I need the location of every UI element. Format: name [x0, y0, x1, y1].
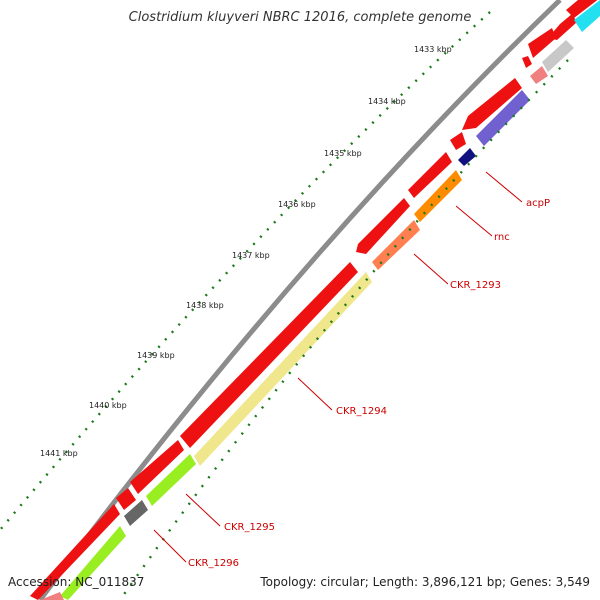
gene-arrow[interactable]	[356, 198, 410, 254]
kbp-label: 1434 kbp	[368, 97, 406, 106]
gene-label-ckr1293[interactable]: CKR_1293	[450, 280, 501, 291]
gene-arrow[interactable]	[528, 28, 556, 58]
cyan-feature[interactable]	[574, 0, 600, 32]
gene-arrow[interactable]	[408, 152, 452, 198]
genome-summary: Topology: circular; Length: 3,896,121 bp…	[259, 575, 590, 589]
salmon-feature[interactable]	[40, 592, 64, 600]
kbp-label: 1437 kbp	[232, 251, 270, 260]
accession-label: Accession: NC_011837	[8, 575, 144, 589]
gene-label-ckr1296[interactable]: CKR_1296	[188, 558, 239, 569]
kbp-label: 1433 kbp	[414, 45, 452, 54]
reverse-strand-features	[40, 0, 600, 600]
genome-backbone	[37, 0, 562, 600]
lime-feature[interactable]	[146, 454, 196, 506]
kbp-label: 1439 kbp	[137, 351, 175, 360]
gene-arrow[interactable]	[180, 262, 358, 448]
gene-arrow[interactable]	[30, 504, 120, 600]
gene-arrow[interactable]	[566, 0, 600, 18]
purple-feature[interactable]	[476, 90, 530, 146]
gene-label-rnc[interactable]: rnc	[494, 232, 510, 243]
gene-arrow[interactable]	[522, 56, 532, 68]
inner-dotted-track	[119, 59, 569, 600]
gene-label-ckr1294[interactable]: CKR_1294	[336, 406, 387, 417]
orange-feature[interactable]	[414, 170, 462, 222]
gene-arrow[interactable]	[462, 78, 522, 130]
salmon-feature[interactable]	[372, 220, 420, 270]
kbp-label: 1436 kbp	[278, 200, 316, 209]
gene-arrow[interactable]	[130, 440, 184, 494]
pink-feature[interactable]	[530, 66, 548, 84]
ruler-dotted-track	[0, 11, 491, 531]
gene-label-ckr1295[interactable]: CKR_1295	[224, 522, 275, 533]
gene-label-leaders	[153, 171, 523, 563]
dark-grey-feature[interactable]	[124, 500, 148, 526]
gene-arrow[interactable]	[450, 132, 466, 150]
gene-arrow[interactable]	[116, 488, 136, 510]
navy-feature[interactable]	[458, 148, 476, 166]
kbp-label: 1435 kbp	[324, 149, 362, 158]
gene-arrow[interactable]	[548, 14, 577, 40]
kbp-label: 1440 kbp	[89, 401, 127, 410]
lime-feature[interactable]	[60, 526, 126, 600]
kbp-label: 1441 kbp	[40, 449, 78, 458]
map-title: Clostridium kluyveri NBRC 12016, complet…	[129, 10, 472, 25]
kbp-label: 1438 kbp	[186, 301, 224, 310]
gene-label-acpP[interactable]: acpP	[526, 198, 550, 209]
khaki-feature[interactable]	[194, 272, 372, 466]
forward-strand-features	[30, 0, 600, 600]
grey-feature[interactable]	[542, 40, 574, 72]
